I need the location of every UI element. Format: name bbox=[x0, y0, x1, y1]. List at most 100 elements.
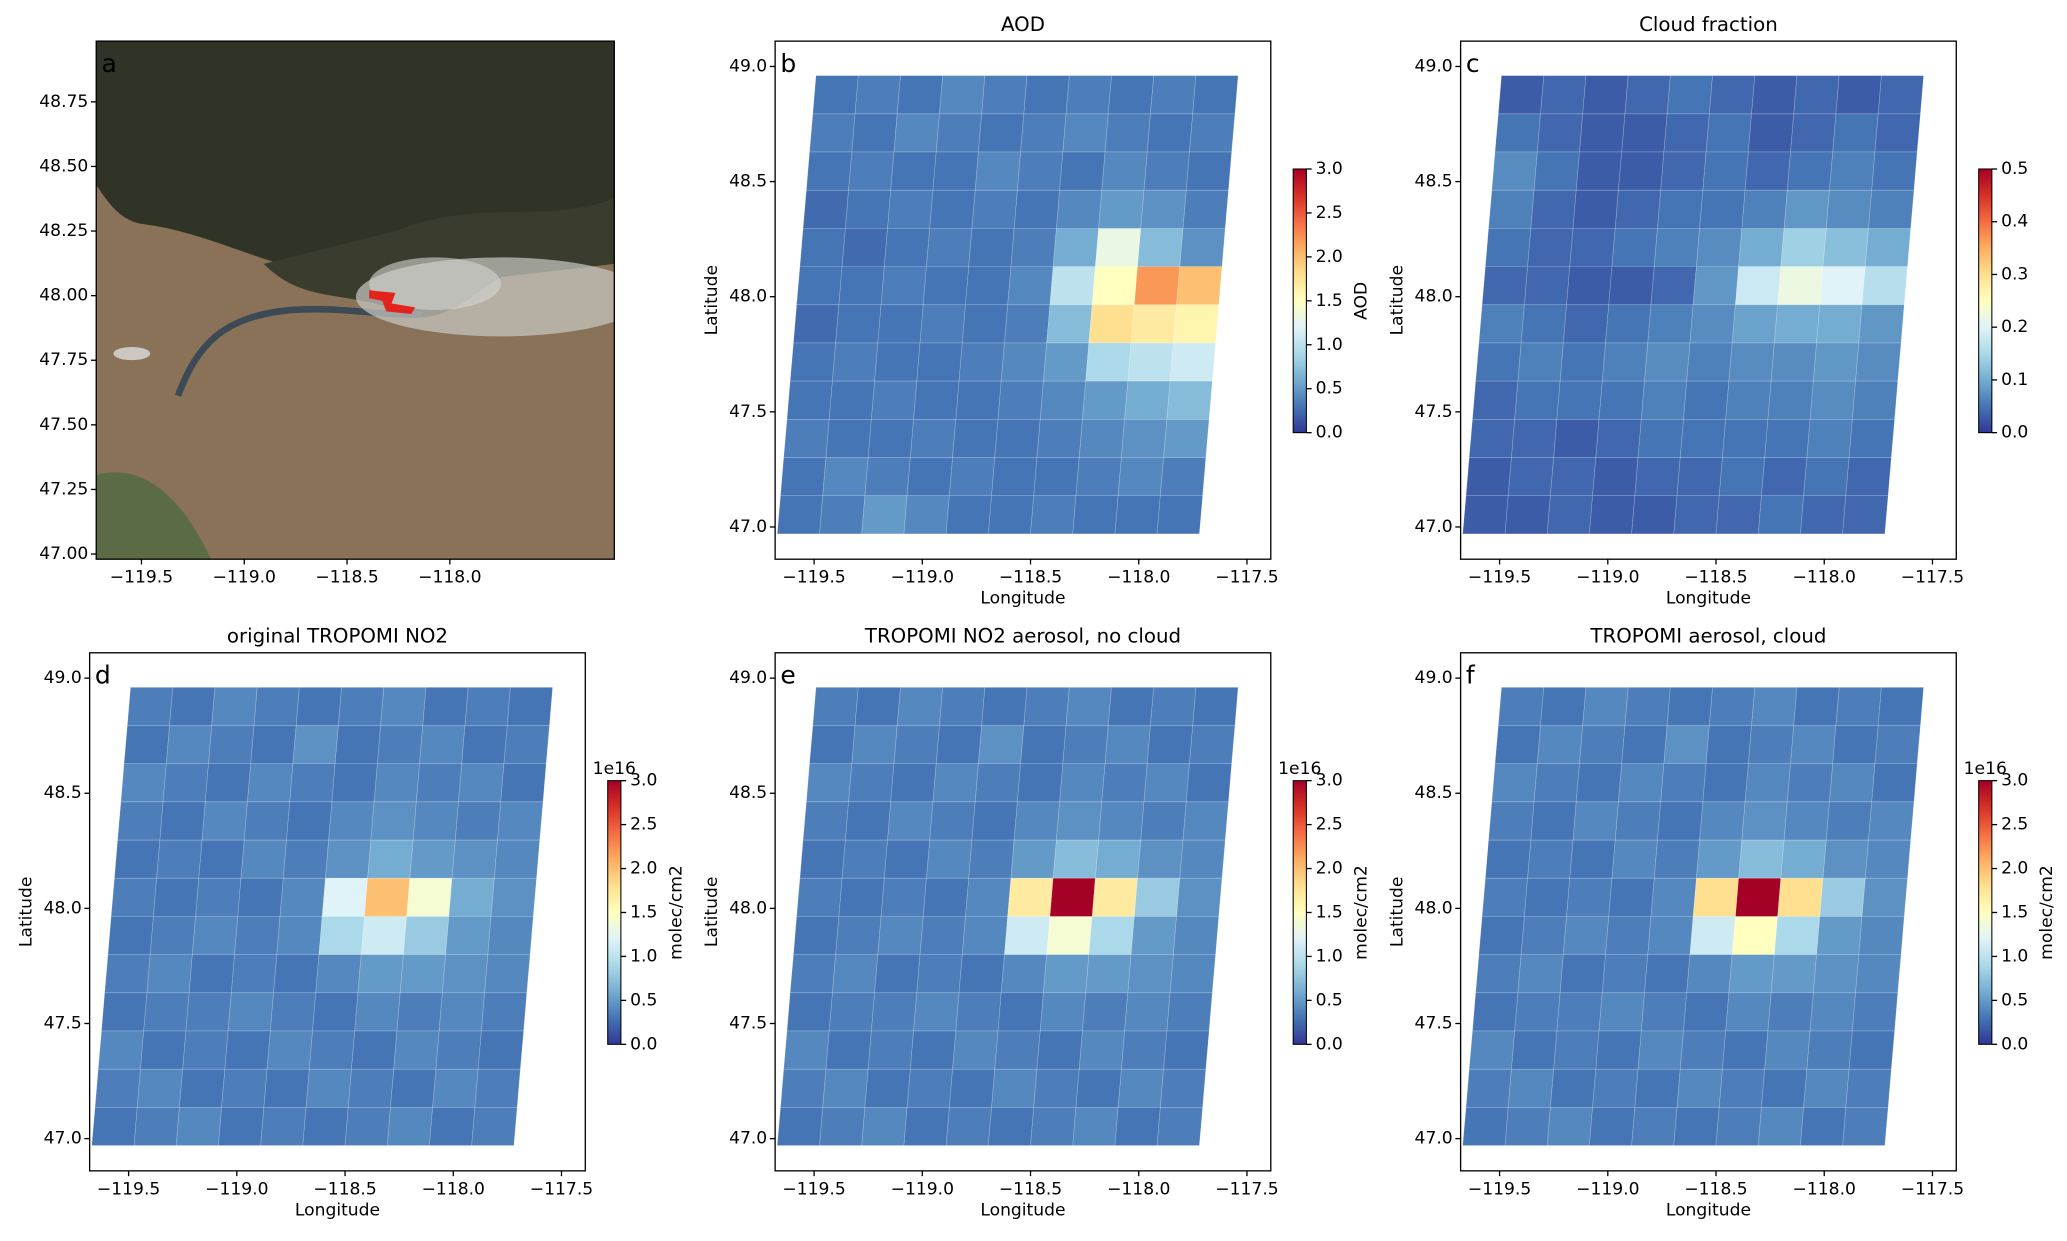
heatmap-cell bbox=[929, 189, 976, 229]
heatmap-cell bbox=[1718, 1068, 1766, 1108]
heatmap-cell bbox=[1803, 457, 1850, 496]
heatmap-cell bbox=[1725, 992, 1772, 1032]
colorbar-tick-label: 1.0 bbox=[2001, 946, 2028, 966]
y-tick-label: 48.5 bbox=[1415, 172, 1453, 192]
heatmap-cell bbox=[1137, 839, 1184, 879]
heatmap-cell bbox=[126, 687, 174, 726]
y-tick-label: 48.5 bbox=[729, 783, 767, 803]
heatmap-cell bbox=[1504, 495, 1551, 535]
heatmap-cell bbox=[312, 992, 359, 1032]
heatmap-cell bbox=[1731, 304, 1779, 344]
heatmap-cell bbox=[1637, 419, 1684, 458]
heatmap-cell bbox=[1546, 1106, 1593, 1146]
heatmap-cell bbox=[968, 839, 1015, 879]
heatmap-cell bbox=[1475, 954, 1522, 994]
heatmap-cell bbox=[981, 75, 1028, 115]
y-tick-label: 48.0 bbox=[44, 898, 82, 918]
y-tick-label: 49.0 bbox=[729, 668, 767, 688]
heatmap-cell bbox=[1182, 189, 1229, 229]
heatmap-cell bbox=[1634, 457, 1681, 496]
heatmap-cell bbox=[325, 839, 372, 879]
heatmap-cell bbox=[854, 687, 901, 726]
heatmap-cell bbox=[1052, 228, 1099, 267]
heatmap-cell bbox=[848, 151, 895, 191]
heatmap-cell bbox=[1832, 725, 1879, 764]
heatmap-cell bbox=[1679, 419, 1727, 458]
heatmap-cell bbox=[939, 687, 986, 726]
heatmap-cell bbox=[208, 725, 255, 764]
heatmap-cell bbox=[1536, 725, 1584, 764]
heatmap-cell bbox=[1507, 457, 1555, 496]
heatmap-cell bbox=[117, 801, 164, 841]
heatmap-cell bbox=[1858, 304, 1905, 344]
heatmap-cell bbox=[224, 1030, 271, 1070]
heatmap-cell bbox=[1696, 228, 1743, 267]
y-tick-label: 48.0 bbox=[729, 287, 767, 307]
heatmap-cell bbox=[1176, 266, 1223, 306]
heatmap-cell bbox=[1728, 954, 1775, 994]
heatmap-cell bbox=[360, 916, 408, 956]
panel-title: Cloud fraction bbox=[1639, 13, 1778, 36]
heatmap-cell bbox=[1715, 495, 1762, 535]
heatmap-cell bbox=[1117, 1068, 1164, 1108]
heatmap-cell bbox=[1085, 342, 1132, 382]
heatmap-cell bbox=[338, 687, 385, 726]
heatmap-cell bbox=[1644, 954, 1691, 994]
y-tick-label: 48.00 bbox=[39, 286, 88, 306]
x-tick-label: −119.0 bbox=[213, 568, 276, 588]
heatmap-cell bbox=[1738, 839, 1785, 879]
heatmap-cell bbox=[1182, 801, 1229, 841]
colorbar bbox=[607, 780, 622, 1045]
colorbar bbox=[1292, 168, 1307, 434]
heatmap-cell bbox=[1559, 342, 1606, 382]
heatmap-cell bbox=[1163, 419, 1210, 458]
heatmap-cell bbox=[1121, 1030, 1168, 1070]
heatmap-cell bbox=[1829, 151, 1876, 191]
heatmap-cell bbox=[1082, 992, 1129, 1032]
heatmap-cell bbox=[1540, 75, 1587, 115]
heatmap-cell bbox=[1124, 380, 1171, 420]
colorbar-tick-label: 2.5 bbox=[1316, 815, 1343, 835]
panel-title: TROPOMI aerosol, cloud bbox=[1589, 624, 1826, 647]
heatmap-cell bbox=[1673, 495, 1720, 535]
heatmap-cell bbox=[1738, 228, 1785, 267]
heatmap-cell bbox=[166, 725, 213, 764]
heatmap-cell bbox=[1790, 113, 1837, 153]
heatmap-cell bbox=[1835, 75, 1882, 115]
colorbar-tick-label: 3.0 bbox=[630, 771, 657, 791]
heatmap-cell bbox=[851, 113, 898, 153]
heatmap-cell bbox=[1107, 75, 1155, 115]
heatmap-cell bbox=[1043, 954, 1090, 994]
heatmap-cell bbox=[932, 151, 979, 191]
heatmap-cell bbox=[965, 266, 1012, 306]
heatmap-cell bbox=[91, 1106, 138, 1146]
heatmap-cell bbox=[1189, 113, 1236, 153]
heatmap-cell bbox=[1748, 113, 1795, 153]
colorbar-tick-label: 3.0 bbox=[1316, 159, 1343, 179]
heatmap-cell bbox=[825, 1030, 872, 1070]
heatmap-cell bbox=[1855, 342, 1902, 382]
heatmap-cell bbox=[289, 763, 336, 803]
heatmap-cell bbox=[1550, 457, 1597, 496]
heatmap-cell bbox=[1566, 877, 1613, 917]
heatmap-cell bbox=[987, 495, 1035, 535]
y-axis-label: Latitude bbox=[702, 265, 722, 335]
heatmap-cell bbox=[1556, 992, 1603, 1032]
heatmap-cell bbox=[1728, 342, 1775, 382]
heatmap-cell bbox=[1735, 877, 1782, 917]
panel-letter: c bbox=[1466, 49, 1480, 78]
heatmap-cell bbox=[1173, 304, 1220, 344]
colorbar-tick-label: 2.0 bbox=[2001, 859, 2028, 879]
heatmap-cell bbox=[1465, 1068, 1512, 1108]
x-tick-label: −119.5 bbox=[782, 1179, 845, 1199]
colorbar-tick-label: 3.0 bbox=[1316, 771, 1343, 791]
heatmap-cell bbox=[159, 801, 206, 841]
colorbar-tick-label: 1.5 bbox=[630, 902, 657, 922]
heatmap-cell bbox=[1546, 495, 1593, 535]
heatmap-cell bbox=[809, 725, 856, 764]
heatmap-cell bbox=[1582, 687, 1629, 726]
y-tick-label: 48.0 bbox=[1415, 898, 1453, 918]
heatmap-cell bbox=[1773, 916, 1821, 956]
y-tick-label: 47.75 bbox=[39, 350, 88, 370]
